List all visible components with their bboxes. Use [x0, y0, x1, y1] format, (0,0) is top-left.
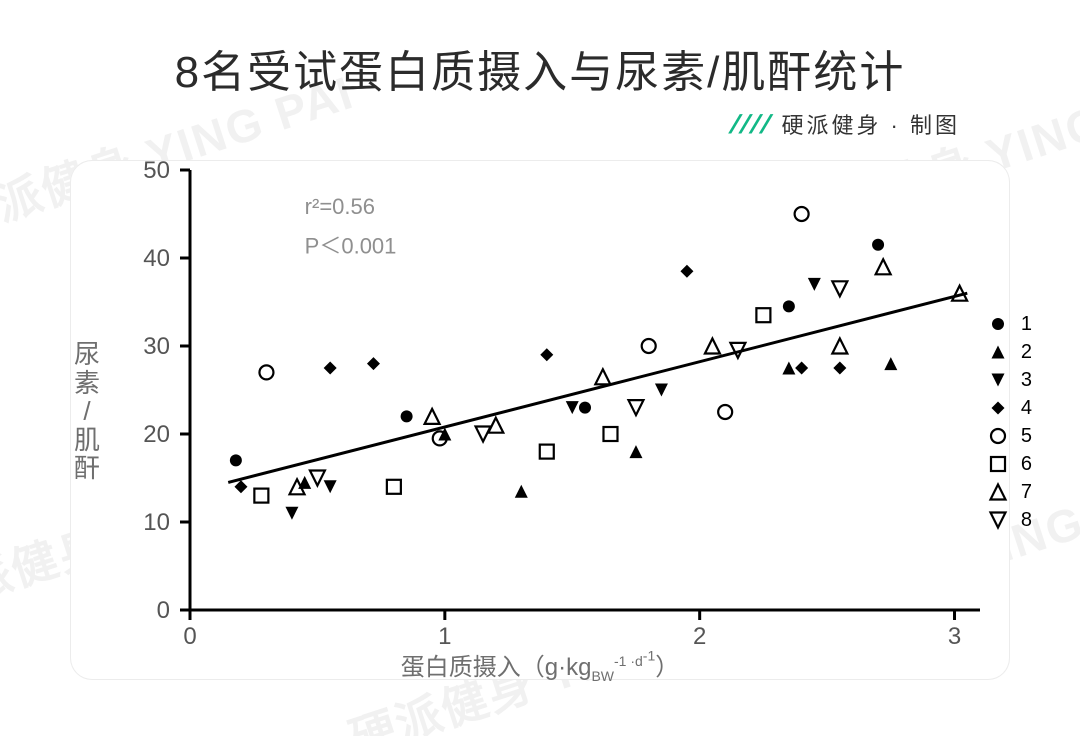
svg-text:10: 10: [143, 509, 170, 536]
legend-item: 4: [987, 394, 1032, 422]
legend-item: 7: [987, 478, 1032, 506]
svg-text:0: 0: [157, 597, 170, 624]
svg-text:0: 0: [183, 623, 196, 650]
legend-item: 3: [987, 366, 1032, 394]
y-axis-label: 尿素/肌酐: [70, 340, 104, 483]
x-axis-label: 蛋白质摄入（g·kgBW-1 ·d-1）: [70, 647, 1010, 684]
svg-text:40: 40: [143, 245, 170, 272]
svg-text:50: 50: [143, 157, 170, 184]
logo-icon: ////: [727, 109, 774, 140]
chart-card: 尿素/肌酐 010203040500123r²=0.56P＜0.001 1234…: [70, 160, 1010, 680]
svg-text:P＜0.001: P＜0.001: [305, 234, 397, 259]
svg-text:20: 20: [143, 421, 170, 448]
legend-item: 6: [987, 450, 1032, 478]
credit: //// 硬派健身 · 制图: [731, 108, 960, 140]
legend-item: 1: [987, 310, 1032, 338]
svg-text:30: 30: [143, 333, 170, 360]
legend-item: 8: [987, 506, 1032, 534]
svg-text:1: 1: [438, 623, 451, 650]
legend-item: 5: [987, 422, 1032, 450]
svg-text:r²=0.56: r²=0.56: [305, 194, 375, 219]
chart-title: 8名受试蛋白质摄入与尿素/肌酐统计: [0, 36, 1080, 100]
svg-text:3: 3: [948, 623, 961, 650]
credit-text: 硬派健身 · 制图: [781, 108, 960, 140]
legend-item: 2: [987, 338, 1032, 366]
svg-text:2: 2: [693, 623, 706, 650]
legend: 12345678: [987, 310, 1032, 534]
scatter-plot: 010203040500123r²=0.56P＜0.001: [190, 170, 980, 610]
